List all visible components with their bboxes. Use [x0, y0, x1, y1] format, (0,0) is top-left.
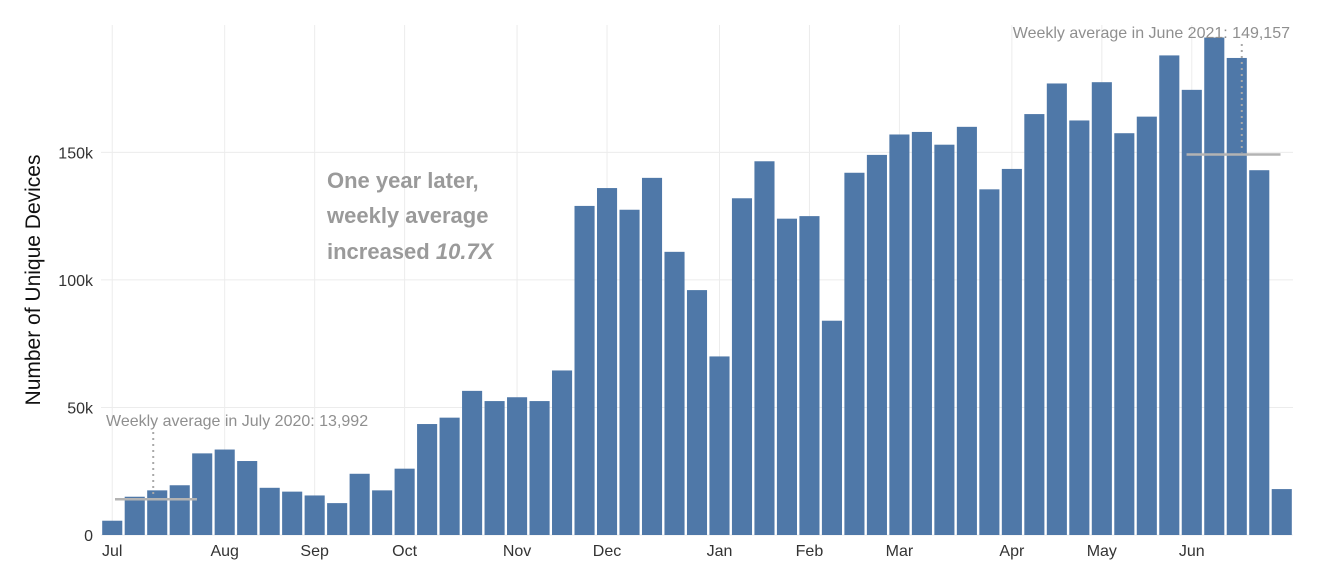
- bar-week-15: [417, 424, 438, 535]
- bar-week-36: [889, 134, 910, 535]
- x-tick-label-oct: Oct: [392, 543, 417, 560]
- bar-week-5: [192, 453, 213, 535]
- bar-week-10: [304, 495, 325, 535]
- annotations: [115, 44, 1281, 501]
- x-tick-label-aug: Aug: [210, 543, 238, 560]
- bar-week-9: [282, 491, 303, 535]
- x-tick-label-jan: Jan: [707, 543, 733, 560]
- x-tick-label-sep: Sep: [300, 543, 329, 560]
- x-tick-label-dec: Dec: [593, 543, 621, 560]
- bar-week-19: [507, 397, 528, 535]
- bar-week-18: [484, 401, 505, 535]
- bar-week-45: [1091, 82, 1112, 535]
- bar-week-12: [349, 473, 370, 535]
- bar-week-22: [574, 205, 595, 535]
- bar-week-26: [664, 251, 685, 535]
- bar-week-34: [844, 172, 865, 535]
- bar-week-3: [147, 490, 168, 535]
- bar-week-39: [956, 126, 977, 535]
- bar-week-43: [1046, 83, 1067, 535]
- bar-week-6: [214, 449, 235, 535]
- bar-week-51: [1226, 57, 1247, 536]
- x-tick-label-nov: Nov: [503, 543, 531, 560]
- y-tick-label-0: 0: [84, 528, 93, 545]
- bars: [102, 37, 1292, 536]
- y-axis-title: Number of Unique Devices: [22, 155, 45, 406]
- callout-multiplier: 10.7X: [436, 239, 495, 264]
- x-axis-month-labels: Jul Aug Sep Oct Nov Dec Jan Feb Mar Apr May Jun: [102, 543, 1205, 560]
- callout-line-3-prefix: increased: [327, 239, 436, 264]
- y-axis-ticks: 0 50k 100k 150k: [58, 145, 94, 545]
- bar-week-33: [821, 320, 842, 535]
- bar-week-20: [529, 401, 550, 535]
- bar-week-41: [1001, 168, 1022, 535]
- bar-week-30: [754, 161, 775, 535]
- bar-week-29: [731, 198, 753, 535]
- bar-week-13: [372, 490, 393, 535]
- bar-week-21: [552, 370, 573, 535]
- bar-week-2: [124, 496, 145, 535]
- bar-week-35: [866, 154, 887, 536]
- y-tick-label-2: 100k: [58, 273, 94, 290]
- bar-week-16: [439, 417, 460, 535]
- bar-week-4: [169, 485, 190, 535]
- callout-line-3: increased 10.7X: [327, 239, 495, 264]
- x-tick-label-jun: Jun: [1179, 543, 1205, 560]
- x-tick-label-feb: Feb: [796, 543, 824, 560]
- bar-week-40: [979, 189, 1000, 535]
- y-tick-label-1: 50k: [67, 400, 94, 417]
- end-average-note: Weekly average in June 2021: 149,157: [1013, 25, 1290, 42]
- bar-week-31: [776, 218, 798, 535]
- start-average-note: Weekly average in July 2020: 13,992: [106, 413, 368, 430]
- bar-week-17: [462, 390, 483, 535]
- bar-week-53: [1271, 489, 1292, 535]
- bar-week-23: [596, 188, 618, 535]
- bar-week-32: [799, 216, 820, 536]
- x-tick-label-mar: Mar: [886, 543, 914, 560]
- callout-line-1: One year later,: [327, 168, 479, 193]
- bar-week-27: [686, 290, 708, 535]
- bar-week-25: [641, 177, 663, 535]
- bar-week-14: [394, 468, 415, 535]
- bar-week-37: [911, 131, 932, 535]
- bar-week-24: [619, 209, 640, 535]
- bar-week-52: [1249, 170, 1270, 535]
- bar-week-8: [259, 487, 280, 535]
- y-tick-label-3: 150k: [58, 145, 94, 162]
- bar-week-49: [1181, 89, 1202, 536]
- bar-week-48: [1159, 55, 1180, 535]
- bar-week-38: [934, 144, 955, 535]
- bar-week-7: [237, 461, 258, 535]
- bar-week-46: [1114, 133, 1135, 535]
- x-tick-label-apr: Apr: [999, 543, 1025, 560]
- bar-week-42: [1024, 114, 1045, 535]
- bar-week-47: [1136, 116, 1157, 535]
- bar-week-11: [327, 503, 348, 535]
- x-tick-label-jul: Jul: [102, 543, 122, 560]
- bar-week-1: [102, 520, 123, 535]
- bar-week-44: [1069, 120, 1090, 536]
- bar-week-28: [709, 356, 730, 535]
- bar-week-50: [1204, 37, 1225, 535]
- callout-line-2: weekly average: [326, 203, 488, 228]
- x-tick-label-may: May: [1087, 543, 1117, 560]
